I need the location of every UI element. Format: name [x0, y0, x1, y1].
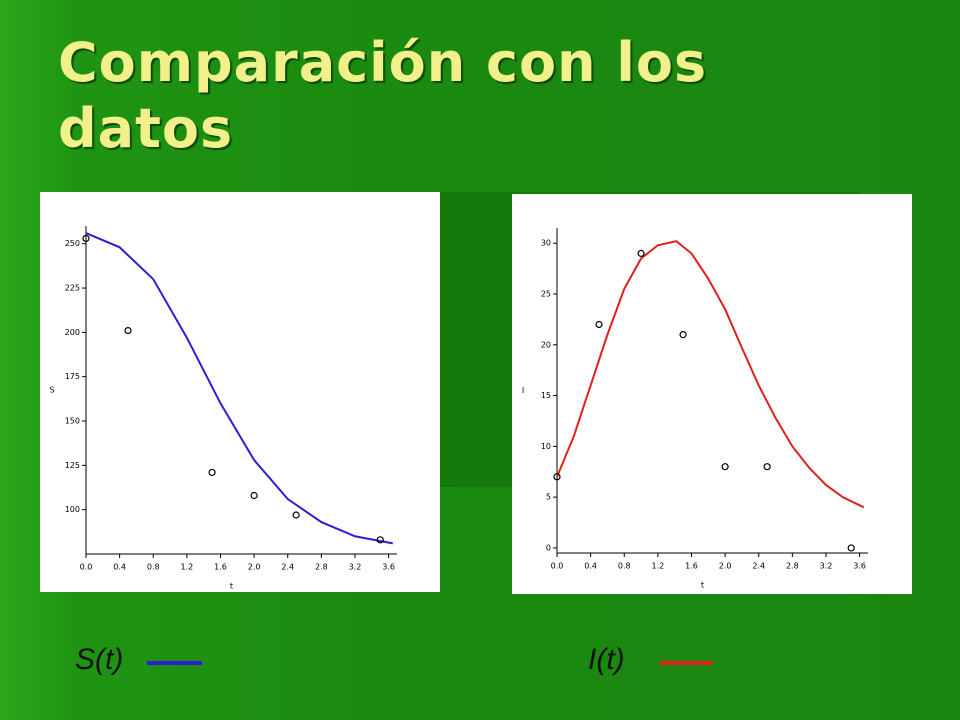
data-point — [124, 327, 132, 335]
x-tick-label: 3.2 — [820, 562, 833, 571]
x-tick-label: 1.6 — [214, 563, 227, 572]
chart-panel — [40, 192, 440, 592]
y-tick-label: 225 — [65, 284, 80, 293]
data-point — [292, 511, 300, 519]
x-tick-label: 2.0 — [248, 563, 261, 572]
slide-title: Comparación con los datos — [58, 31, 708, 160]
x-tick-label: 3.6 — [853, 562, 866, 571]
y-tick-label: 30 — [541, 239, 551, 248]
model-line — [85, 232, 393, 545]
y-tick-label: 0 — [546, 543, 551, 552]
y-tick-label: 25 — [541, 290, 551, 299]
x-tick-label: 3.2 — [349, 563, 362, 572]
x-tick-label: 2.4 — [281, 563, 294, 572]
x-axis-label: t — [230, 582, 233, 591]
x-tick-label: 3.6 — [382, 563, 395, 572]
data-point — [847, 544, 855, 552]
y-tick-label: 5 — [546, 493, 551, 502]
y-tick-label: 250 — [65, 239, 80, 248]
x-tick-label: 2.0 — [719, 562, 732, 571]
x-tick-label: 2.8 — [315, 563, 328, 572]
y-axis-label: I — [522, 386, 524, 395]
data-point — [208, 468, 216, 477]
y-tick-label: 15 — [541, 391, 551, 400]
x-tick-label: 0.4 — [113, 563, 126, 572]
y-tick-label: 100 — [65, 505, 80, 514]
x-tick-label: 1.6 — [685, 562, 698, 571]
data-point — [250, 491, 258, 500]
x-tick-label: 2.8 — [786, 562, 799, 571]
x-tick-label: 0.0 — [80, 563, 93, 572]
data-point — [637, 249, 645, 257]
x-tick-label: 2.4 — [752, 562, 765, 571]
chart-panel — [512, 194, 912, 594]
legend-label: I(t) — [588, 643, 625, 676]
data-point — [553, 473, 561, 481]
y-tick-label: 20 — [541, 340, 551, 349]
data-point — [376, 536, 384, 544]
x-tick-label: 1.2 — [180, 563, 193, 572]
data-point — [763, 463, 771, 471]
data-point — [721, 463, 729, 471]
y-tick-label: 150 — [65, 417, 80, 426]
y-tick-label: 10 — [541, 442, 551, 451]
y-axis-label: S — [49, 386, 54, 395]
x-tick-label: 0.0 — [551, 562, 564, 571]
x-axis-label: t — [701, 581, 704, 590]
data-point — [82, 234, 90, 243]
y-tick-label: 125 — [65, 461, 80, 470]
legend-label: S(t) — [75, 643, 123, 676]
x-tick-label: 0.8 — [618, 562, 631, 571]
x-tick-label: 0.4 — [584, 562, 597, 571]
data-point — [595, 320, 603, 329]
y-tick-label: 200 — [65, 328, 80, 337]
data-point — [679, 331, 687, 339]
model-line — [556, 240, 865, 509]
x-tick-label: 1.2 — [651, 562, 664, 571]
x-tick-label: 0.8 — [147, 563, 160, 572]
y-tick-label: 175 — [65, 372, 80, 381]
